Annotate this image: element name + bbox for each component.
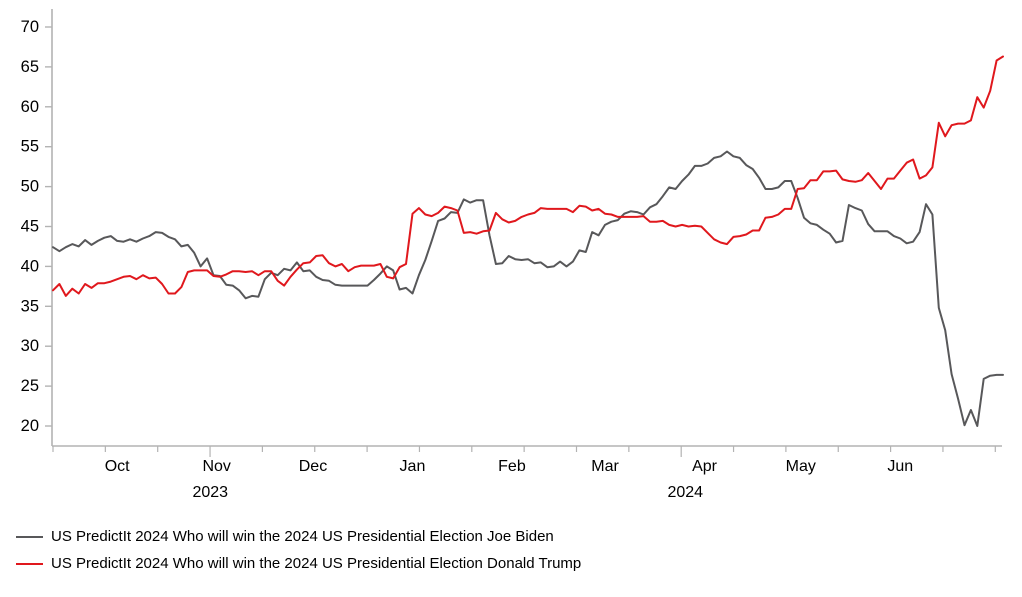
month-label: Nov: [202, 458, 230, 475]
y-axis-tick-label: 65: [21, 58, 39, 76]
y-axis-tick-label: 30: [21, 337, 39, 355]
month-label: Apr: [692, 458, 718, 475]
y-axis-tick-label: 25: [21, 377, 39, 395]
year-label: 2024: [667, 484, 703, 501]
y-axis-tick-label: 35: [21, 297, 39, 315]
trump-line-swatch: [16, 562, 43, 565]
y-axis-tick-label: 50: [21, 178, 39, 196]
trump-line: [52, 55, 1004, 297]
month-label: Dec: [299, 458, 327, 475]
legend: US PredictIt 2024 Who will win the 2024 …: [16, 526, 581, 580]
y-axis-tick-label: 60: [21, 98, 39, 116]
month-label: Jan: [400, 458, 426, 475]
month-label: Feb: [498, 458, 526, 475]
biden-line: [52, 150, 1004, 427]
legend-label-biden: US PredictIt 2024 Who will win the 2024 …: [51, 528, 554, 545]
legend-item-biden[interactable]: US PredictIt 2024 Who will win the 2024 …: [16, 526, 581, 547]
biden-line-swatch: [16, 535, 43, 538]
legend-label-trump: US PredictIt 2024 Who will win the 2024 …: [51, 555, 582, 572]
month-label: Jun: [887, 458, 913, 475]
month-label: May: [786, 458, 816, 475]
y-axis-tick-label: 20: [21, 417, 39, 435]
month-label: Oct: [105, 458, 130, 475]
month-label: Mar: [591, 458, 619, 475]
y-axis-tick-label: 40: [21, 257, 39, 275]
legend-item-trump[interactable]: US PredictIt 2024 Who will win the 2024 …: [16, 553, 581, 574]
y-axis-tick-label: 55: [21, 138, 39, 156]
y-axis-tick-label: 45: [21, 218, 39, 236]
year-label: 2023: [192, 484, 228, 501]
y-axis-tick-label: 70: [21, 18, 39, 36]
